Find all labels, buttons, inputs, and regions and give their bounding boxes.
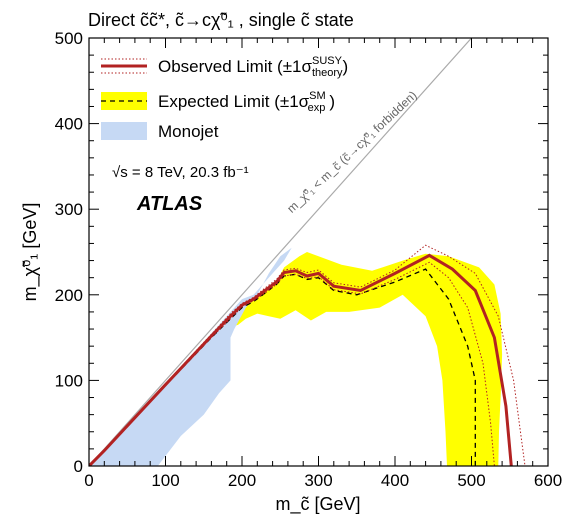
y-tick-label: 400 (55, 115, 83, 134)
chart-title: Direct c̃c̃*, c̃→cχ̃⁰₁ , single c̃ state (88, 10, 354, 30)
plot-area (89, 38, 526, 466)
y-tick-label: 100 (55, 371, 83, 390)
y-tick-label: 500 (55, 29, 83, 48)
x-tick-labels: 0 100 200 300 400 500 600 (84, 471, 562, 490)
atlas-label: ATLAS (136, 193, 203, 215)
y-tick-label: 200 (55, 286, 83, 305)
y-tick-label: 0 (74, 457, 83, 476)
y-tick-label: 300 (55, 200, 83, 219)
x-tick-label: 500 (457, 471, 485, 490)
energy-label: √s = 8 TeV, 20.3 fb⁻¹ (112, 164, 249, 181)
x-tick-label: 0 (84, 471, 93, 490)
observed-limit-line (89, 253, 513, 466)
y-axis-label: m_χ̃⁰₁ [GeV] (20, 203, 41, 302)
x-axis-label: m_c̃ [GeV] (275, 494, 360, 515)
x-tick-label: 400 (381, 471, 409, 490)
legend-monojet-label: Monojet (158, 122, 219, 141)
y-tick-labels: 0 100 200 300 400 500 (55, 29, 83, 476)
x-tick-label: 200 (228, 471, 256, 490)
legend-expected-label: Expected Limit (±1σSM exp) (158, 90, 335, 114)
legend-monojet-swatch (101, 122, 147, 140)
kinematic-limit-line (89, 38, 472, 466)
x-tick-label: 100 (151, 471, 179, 490)
x-tick-label: 600 (534, 471, 562, 490)
x-tick-label: 300 (304, 471, 332, 490)
legend: Observed Limit (±1σSUSY theory) Expected … (101, 55, 348, 141)
axis-ticks (88, 37, 549, 467)
legend-observed-label: Observed Limit (±1σSUSY theory) (158, 55, 348, 79)
expected-band-area (89, 252, 503, 466)
